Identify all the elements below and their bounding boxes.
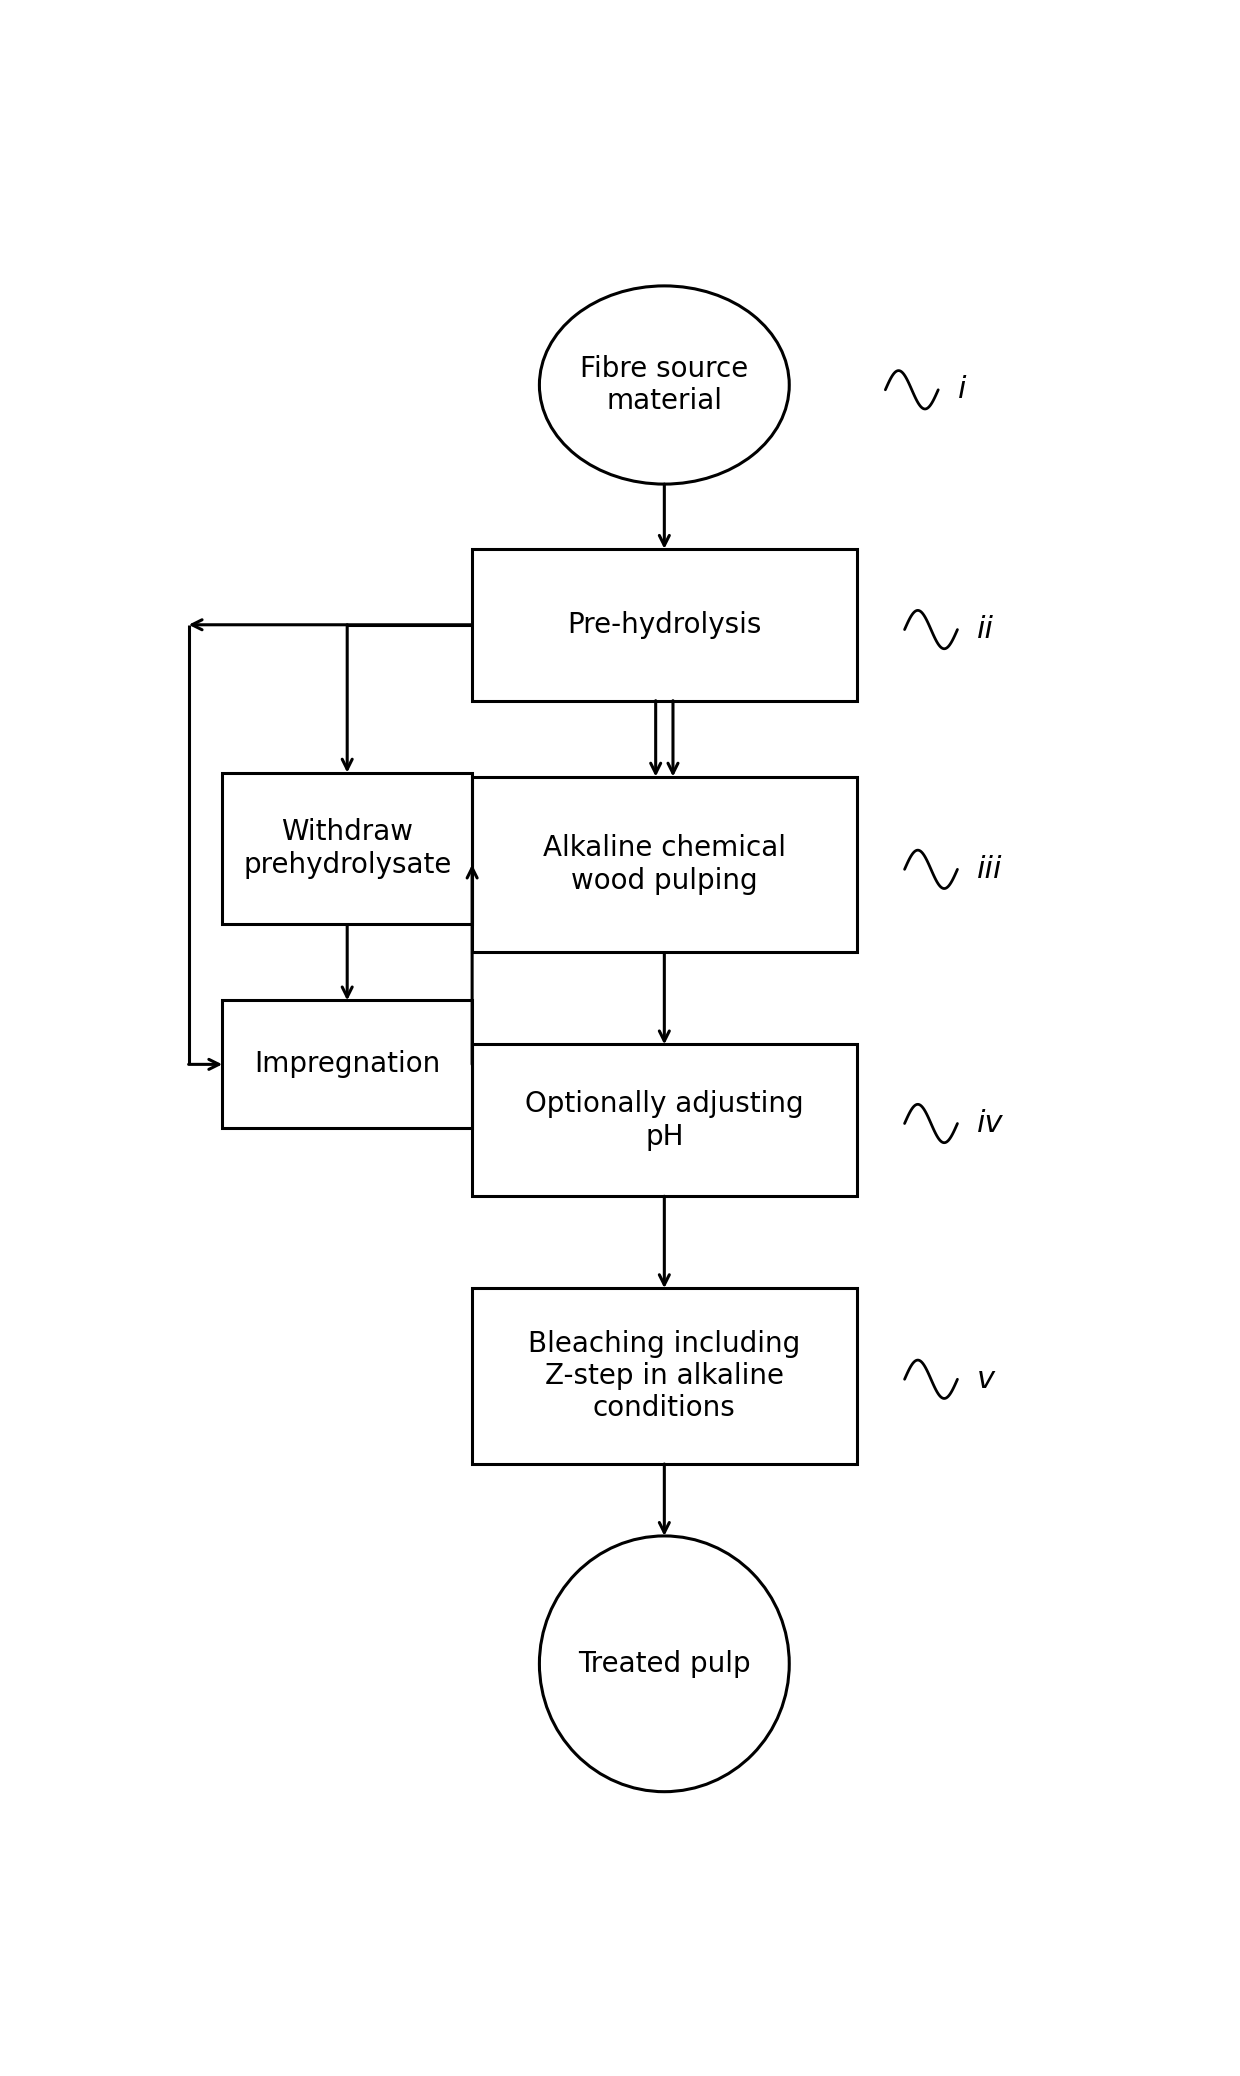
Bar [222,1001,472,1129]
Text: Withdraw
prehydrolysate: Withdraw prehydrolysate [243,818,451,878]
Text: Alkaline chemical
wood pulping: Alkaline chemical wood pulping [543,835,786,895]
Bar [472,1044,857,1196]
Bar [472,548,857,702]
Text: Treated pulp: Treated pulp [578,1650,750,1677]
Text: Bleaching including
Z-step in alkaline
conditions: Bleaching including Z-step in alkaline c… [528,1329,801,1422]
Bar [222,772,472,924]
Text: iii: iii [977,855,1002,884]
Text: i: i [957,376,966,405]
Text: Fibre source
material: Fibre source material [580,355,749,415]
Text: Optionally adjusting
pH: Optionally adjusting pH [525,1090,804,1150]
Bar [472,776,857,953]
Bar [472,1287,857,1464]
Text: Impregnation: Impregnation [254,1050,440,1077]
Text: Pre-hydrolysis: Pre-hydrolysis [567,610,761,639]
Text: iv: iv [977,1109,1003,1138]
Text: v: v [977,1364,994,1393]
Text: ii: ii [977,614,993,644]
